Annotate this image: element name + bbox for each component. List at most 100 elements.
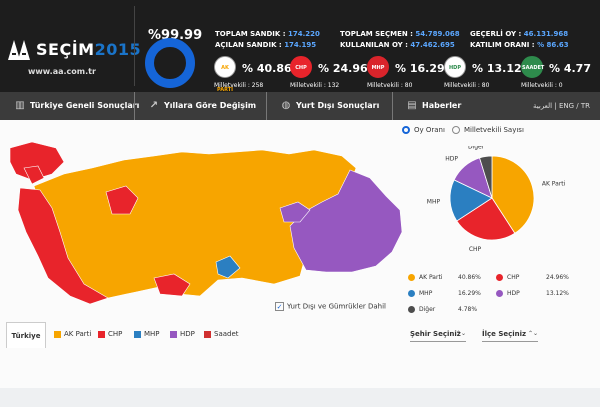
party-pct: % 16.29 [395, 62, 445, 75]
map-legend-label: Saadet [214, 330, 239, 338]
header: SEÇİM2015 www.aa.com.tr %99.99 TOPLAM SA… [0, 0, 600, 93]
legend-value: 24.96% [546, 274, 569, 281]
nav-turkiye-geneli[interactable]: ▥ Türkiye Geneli Sonuçları [15, 100, 140, 111]
legend-item: CHP 24.96% [496, 274, 569, 284]
party-pct: % 13.12 [472, 62, 522, 75]
party-card-akp[interactable]: AK PARTİ % 40.86 Milletvekili : 258 [214, 56, 292, 93]
map-region-mhp[interactable] [215, 255, 241, 279]
legend-swatch [408, 290, 415, 297]
ilce-select[interactable]: İlçe Seçiniz ⌃⌄ [482, 330, 538, 342]
pie-slice-diğer[interactable] [479, 155, 493, 199]
pie-label: CHP [469, 246, 482, 253]
party-pct: % 24.96 [318, 62, 368, 75]
map-legend-label: MHP [144, 330, 160, 338]
nav-yurt-disi[interactable]: ◍ Yurt Dışı Sonuçları [281, 100, 380, 111]
map-legend-item: AK Parti [54, 330, 91, 338]
map-legend-swatch [134, 330, 141, 338]
map-region-chp-aegean[interactable] [17, 187, 109, 305]
map-legend-label: CHP [108, 330, 123, 338]
map-legend-label: AK Parti [64, 330, 92, 338]
pie-legend: AK Parti 40.86% CHP 24.96% MHP 16.29% HDP 13.12… [402, 272, 577, 320]
akp-logo-icon: AK PARTİ [214, 56, 236, 93]
stats-left: TOPLAM SANDIK : 174.220 AÇILAN SANDIK : … [215, 30, 320, 49]
mhp-logo-icon: MHP [367, 56, 389, 78]
legend-item: AK Parti 40.86% [408, 274, 481, 284]
map-region-hdp[interactable] [289, 169, 403, 273]
aa-logo-icon [8, 40, 30, 60]
chevron-down-icon: ⌃⌄ [455, 330, 466, 337]
legend-value: 4.78% [458, 306, 478, 313]
lang-tr[interactable]: TR [580, 102, 590, 110]
pie-label: AK Parti [542, 180, 566, 187]
legend-item: Diğer 4.78% [408, 306, 477, 316]
nav-divider [266, 92, 267, 120]
radio-selected-icon[interactable] [402, 126, 410, 134]
legend-swatch [496, 274, 503, 281]
map-legend-item: Saadet [204, 330, 239, 338]
party-card-hdp[interactable]: HDP % 13.12 Milletvekili : 80 [444, 56, 522, 92]
legend-value: 16.29% [458, 290, 481, 297]
turkey-results-map[interactable] [4, 128, 404, 323]
stats-mid: TOPLAM SEÇMEN : 54.789.068 KULLANILAN OY… [340, 30, 460, 49]
nav-haberler[interactable]: ▤ Haberler [407, 100, 462, 111]
option-yurt-disi[interactable]: ✓ Yurt Dışı ve Gümrükler Dahil [275, 302, 386, 311]
checkbox-checked-icon[interactable]: ✓ [275, 302, 284, 311]
map-legend-label: HDP [180, 330, 195, 338]
map-legend-item: HDP [170, 330, 195, 338]
site-url[interactable]: www.aa.com.tr [28, 67, 96, 76]
lang-eng[interactable]: ENG [558, 102, 575, 110]
party-pct: % 40.86 [242, 62, 292, 75]
hdp-logo-icon: HDP [444, 56, 466, 78]
chp-logo-icon: CHP [290, 56, 312, 78]
map-legend-swatch [170, 330, 177, 338]
legend-label: AK Parti [419, 274, 443, 281]
map-region-chp-east[interactable] [23, 165, 45, 185]
pie-label: HDP [445, 156, 458, 163]
map-region-chp-bolu[interactable] [105, 185, 139, 215]
option-milletvekili[interactable]: Milletvekili Sayısı [452, 126, 524, 134]
party-seats: Milletvekili : 132 [290, 82, 340, 89]
saadet-logo-icon: SAADET [521, 56, 544, 78]
party-card-chp[interactable]: CHP % 24.96 Milletvekili : 132 [290, 56, 368, 92]
tab-turkiye[interactable]: Türkiye [6, 322, 46, 348]
party-card-mhp[interactable]: MHP % 16.29 Milletvekili : 80 [367, 56, 445, 92]
sehir-select[interactable]: Şehir Seçiniz ⌃⌄ [410, 330, 466, 342]
brand-title: SEÇİM2015 [36, 40, 142, 59]
map-legend-swatch [98, 330, 105, 338]
map-region-chp-south[interactable] [153, 273, 191, 297]
map-legend-swatch [54, 330, 61, 338]
globe-icon: ◍ [281, 100, 291, 111]
pie-slice-chp[interactable] [456, 197, 516, 241]
party-seats: Milletvekili : 0 [521, 82, 563, 89]
chevron-down-icon: ⌃⌄ [527, 330, 538, 337]
party-pct: % 4.77 [549, 62, 591, 75]
map-region-chp-thrace[interactable] [9, 141, 65, 181]
stats-right: GEÇERLİ OY : 46.131.968 KATILIM ORANI : … [470, 30, 569, 49]
party-seats: Milletvekili : 80 [367, 82, 413, 89]
map-legend-item: CHP [98, 330, 122, 338]
footer-band [0, 388, 600, 407]
language-switcher: العربية | ENG / TR [533, 102, 590, 110]
legend-value: 13.12% [546, 290, 569, 297]
pie-label: Diğer [468, 146, 485, 151]
legend-label: Diğer [419, 306, 436, 313]
legend-swatch [408, 306, 415, 313]
option-oy-orani[interactable]: Oy Oranı [402, 126, 445, 134]
lang-arabic[interactable]: العربية [533, 102, 553, 110]
chart-bars-icon: ▥ [15, 100, 25, 111]
vote-share-pie-chart: AK Parti CHP MHP HDP Diğer [427, 146, 566, 253]
nav-yillara-gore[interactable]: ↗ Yıllara Göre Değişim [149, 100, 257, 111]
legend-swatch [496, 290, 503, 297]
nav-divider [134, 92, 135, 120]
map-legend-swatch [204, 330, 211, 338]
radio-icon[interactable] [452, 126, 460, 134]
party-seats: Milletvekili : 258 [214, 82, 264, 89]
map-region-hdp-north[interactable] [279, 201, 311, 223]
legend-item: MHP 16.29% [408, 290, 481, 300]
map-legend-item: MHP [134, 330, 160, 338]
nav-divider [392, 92, 393, 120]
news-icon: ▤ [407, 100, 417, 111]
party-card-saadet[interactable]: SAADET % 4.77 Milletvekili : 0 [521, 56, 591, 92]
legend-label: CHP [507, 274, 520, 281]
legend-label: HDP [507, 290, 520, 297]
